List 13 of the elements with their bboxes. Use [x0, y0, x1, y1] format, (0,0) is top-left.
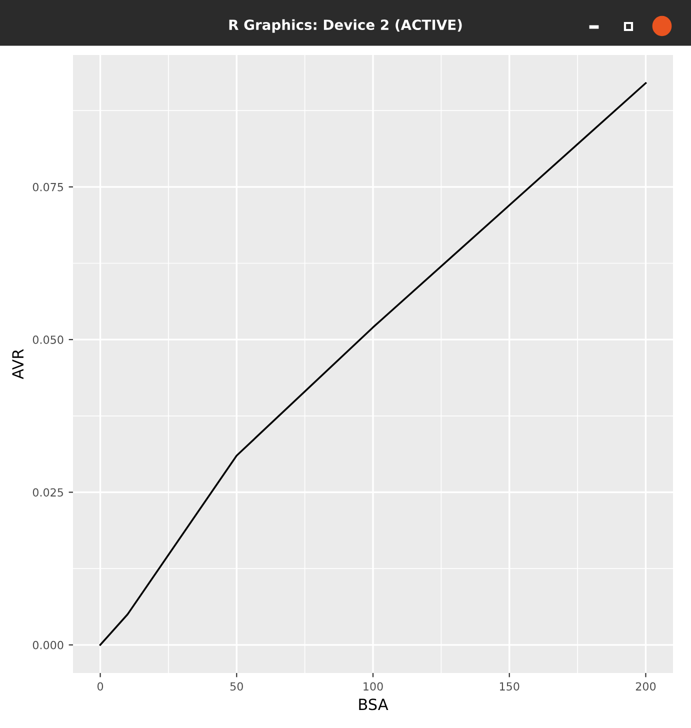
- x-axis-title: BSA: [359, 698, 388, 710]
- line-series: [99, 82, 647, 646]
- x-tick-label: 150: [500, 682, 520, 691]
- y-axis-title: AVR: [12, 349, 24, 380]
- x-tick-label: 100: [364, 682, 383, 691]
- x-tick-label: 50: [230, 682, 243, 691]
- y-tick-label: 0.075: [32, 182, 63, 192]
- chart-title: R Graphics: Device 2 (ACTIVE): [229, 19, 462, 33]
- x-tick-label: 200: [636, 682, 656, 691]
- y-tick-label: 0.050: [32, 336, 64, 344]
- y-tick-label: 0.025: [32, 488, 63, 497]
- x-tick-label: 0: [97, 682, 104, 691]
- y-tick-label: 0.000: [32, 640, 64, 650]
